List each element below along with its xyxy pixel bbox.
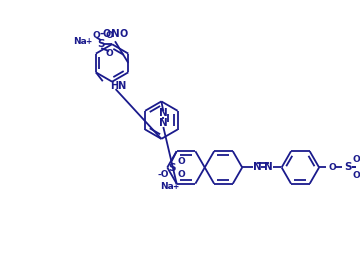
- Text: S: S: [344, 162, 351, 172]
- Text: N: N: [159, 108, 168, 118]
- Text: O: O: [105, 49, 113, 57]
- Text: N: N: [111, 29, 120, 39]
- Text: O: O: [178, 170, 185, 179]
- Text: -O: -O: [157, 170, 168, 179]
- Text: N: N: [159, 118, 168, 128]
- Text: O: O: [328, 163, 336, 172]
- Text: Na: Na: [160, 182, 174, 191]
- Text: O: O: [353, 171, 360, 180]
- Text: O: O: [93, 31, 100, 40]
- Text: S: S: [168, 163, 175, 173]
- Text: +: +: [85, 37, 91, 46]
- Text: S: S: [98, 39, 105, 49]
- Text: HN: HN: [110, 81, 126, 91]
- Text: N: N: [265, 162, 273, 172]
- Text: -O: -O: [99, 29, 111, 39]
- Text: O: O: [178, 157, 185, 166]
- Text: Na: Na: [73, 37, 86, 46]
- Text: O: O: [120, 29, 128, 39]
- Text: +: +: [172, 182, 179, 191]
- Text: N: N: [253, 162, 261, 172]
- Text: O: O: [105, 31, 113, 40]
- Text: O: O: [353, 155, 360, 164]
